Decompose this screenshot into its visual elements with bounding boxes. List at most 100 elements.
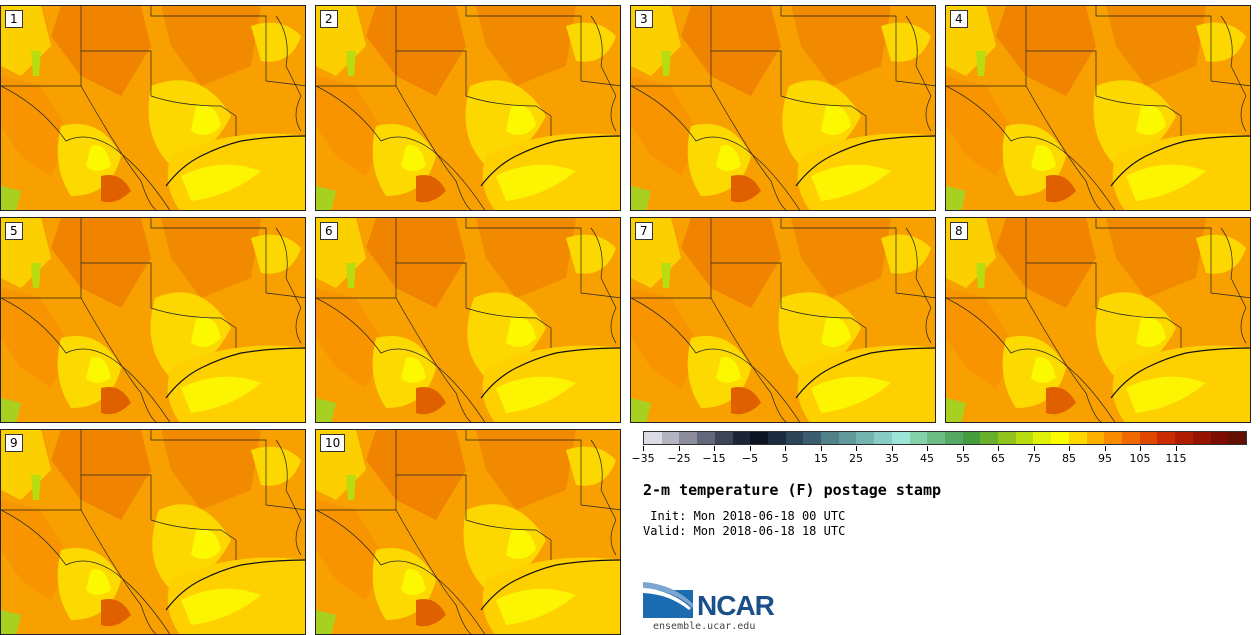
colorbar-segment (980, 432, 998, 444)
member-number: 10 (320, 434, 345, 452)
colorbar-tick-label: −35 (631, 452, 654, 465)
temperature-map (946, 218, 1251, 423)
temperature-map (631, 6, 936, 211)
colorbar-tick (750, 446, 751, 451)
temperature-map (316, 430, 621, 635)
colorbar-tick (714, 446, 715, 451)
member-number: 2 (320, 10, 338, 28)
temperature-map (1, 218, 306, 423)
colorbar-segment (1175, 432, 1193, 444)
colorbar-segment (927, 432, 945, 444)
colorbar-tick (1034, 446, 1035, 451)
colorbar-segment (1157, 432, 1175, 444)
colorbar-segment (892, 432, 910, 444)
colorbar-tick-label: 105 (1130, 452, 1151, 465)
colorbar-segment (856, 432, 874, 444)
colorbar-tick (963, 446, 964, 451)
colorbar-segment (1211, 432, 1229, 444)
colorbar-segment (1140, 432, 1158, 444)
colorbar-segment (1051, 432, 1069, 444)
colorbar-segment (786, 432, 804, 444)
ensemble-member-panel: 3 (630, 5, 936, 211)
temperature-map (946, 6, 1251, 211)
colorbar-tick (1140, 446, 1141, 451)
plot-title: 2-m temperature (F) postage stamp (643, 481, 941, 499)
colorbar-segment (644, 432, 662, 444)
member-number: 5 (5, 222, 23, 240)
colorbar-ticks: −35 −25 −15 −5 5 15 25 35 45 55 65 75 85 95 105 115 (643, 446, 1247, 466)
ensemble-member-panel: 7 (630, 217, 936, 423)
colorbar-tick-label: 35 (885, 452, 899, 465)
member-number: 4 (950, 10, 968, 28)
member-number: 9 (5, 434, 23, 452)
colorbar-tick-label: 75 (1027, 452, 1041, 465)
colorbar-segment (1069, 432, 1087, 444)
colorbar-segment (733, 432, 751, 444)
colorbar-segment (1228, 432, 1246, 444)
temperature-map (1, 6, 306, 211)
colorbar-tick (643, 446, 644, 451)
ncar-logo-text: NCAR (697, 590, 774, 622)
colorbar-segment (750, 432, 768, 444)
colorbar-segment (821, 432, 839, 444)
colorbar-tick (892, 446, 893, 451)
colorbar-segment (1104, 432, 1122, 444)
ensemble-member-panel: 1 (0, 5, 306, 211)
member-number: 6 (320, 222, 338, 240)
ensemble-member-panel: 6 (315, 217, 621, 423)
colorbar-tick-label: −5 (742, 452, 758, 465)
colorbar-tick-label: 55 (956, 452, 970, 465)
colorbar-tick (1069, 446, 1070, 451)
temperature-map (1, 430, 306, 635)
colorbar-segment (1122, 432, 1140, 444)
colorbar-tick-label: 65 (991, 452, 1005, 465)
colorbar-tick (785, 446, 786, 451)
member-number: 7 (635, 222, 653, 240)
site-url: ensemble.ucar.edu (653, 621, 755, 632)
colorbar-segment (662, 432, 680, 444)
colorbar-tick (998, 446, 999, 451)
temperature-map (316, 218, 621, 423)
ensemble-member-panel: 8 (945, 217, 1251, 423)
colorbar-segment (679, 432, 697, 444)
valid-time: Valid: Mon 2018-06-18 18 UTC (643, 524, 845, 538)
member-number: 1 (5, 10, 23, 28)
colorbar-segment (1016, 432, 1034, 444)
colorbar-segment (1033, 432, 1051, 444)
colorbar-segment (1193, 432, 1211, 444)
ensemble-member-panel: 2 (315, 5, 621, 211)
colorbar-tick (1176, 446, 1177, 451)
colorbar-tick-label: −15 (702, 452, 725, 465)
colorbar-tick (1105, 446, 1106, 451)
temperature-map (316, 6, 621, 211)
colorbar-tick-label: 45 (920, 452, 934, 465)
colorbar-segment (839, 432, 857, 444)
init-time: Init: Mon 2018-06-18 00 UTC (643, 509, 845, 523)
colorbar-segment (945, 432, 963, 444)
colorbar-tick (927, 446, 928, 451)
colorbar-segment (963, 432, 981, 444)
colorbar-tick-label: 25 (849, 452, 863, 465)
colorbar-tick-label: 115 (1166, 452, 1187, 465)
colorbar-tick-label: 95 (1098, 452, 1112, 465)
ensemble-member-panel: 4 (945, 5, 1251, 211)
ensemble-member-panel: 5 (0, 217, 306, 423)
ensemble-member-panel: 9 (0, 429, 306, 635)
colorbar-tick (679, 446, 680, 451)
member-number: 8 (950, 222, 968, 240)
colorbar-tick (821, 446, 822, 451)
temperature-colorbar (643, 431, 1247, 445)
member-number: 3 (635, 10, 653, 28)
colorbar-segment (697, 432, 715, 444)
colorbar-segment (910, 432, 928, 444)
colorbar-tick-label: 85 (1062, 452, 1076, 465)
colorbar-tick-label: −25 (667, 452, 690, 465)
colorbar-tick (856, 446, 857, 451)
colorbar-segment (998, 432, 1016, 444)
colorbar-tick-label: 15 (814, 452, 828, 465)
ensemble-member-panel: 10 (315, 429, 621, 635)
colorbar-segment (874, 432, 892, 444)
colorbar-segment (1087, 432, 1105, 444)
temperature-map (631, 218, 936, 423)
colorbar-tick-label: 5 (782, 452, 789, 465)
